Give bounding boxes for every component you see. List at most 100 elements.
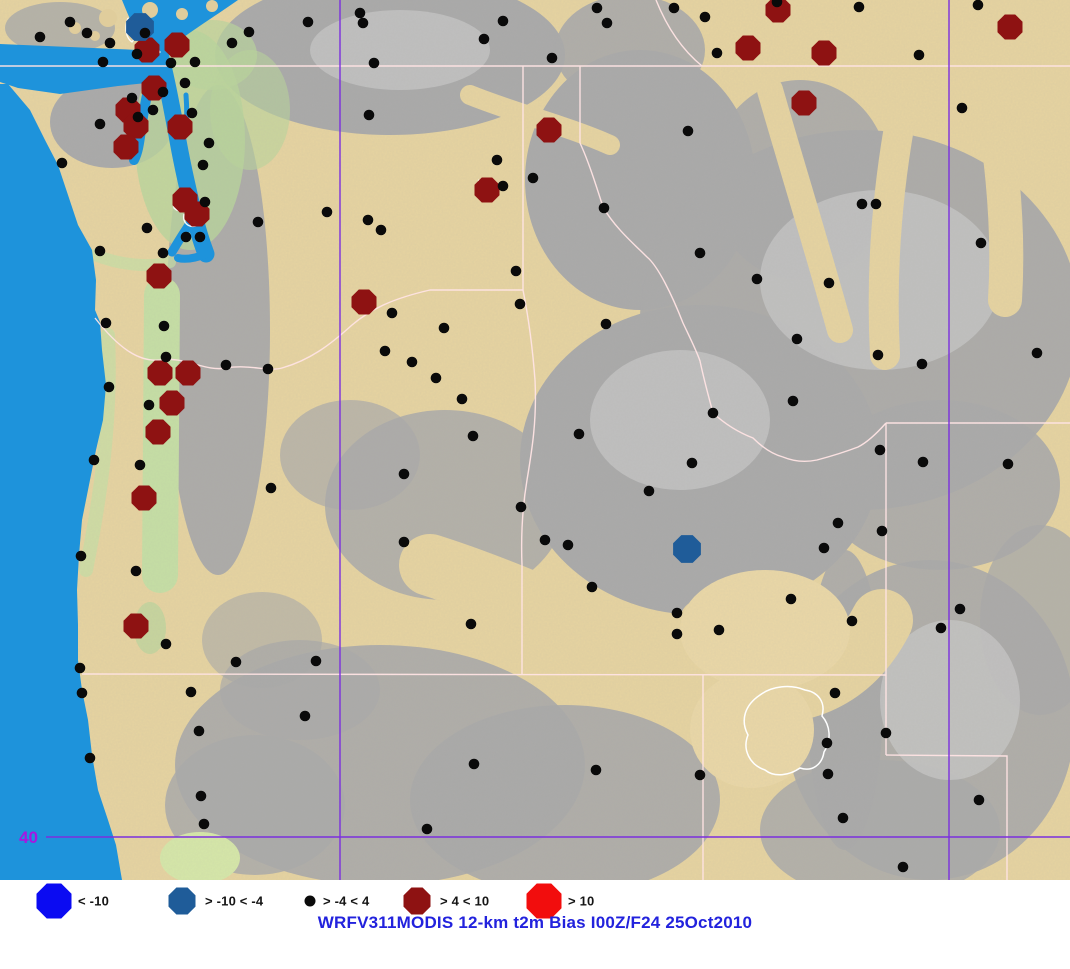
station-marker-bias-neg4-4: [874, 444, 886, 456]
station-marker-bias-4-10: [536, 117, 562, 143]
station-marker-bias-neg4-4: [856, 198, 868, 210]
station-marker-bias-neg4-4: [1031, 347, 1043, 359]
station-marker-bias-4-10: [175, 360, 201, 386]
station-marker-bias-neg4-4: [357, 17, 369, 29]
station-marker-bias-4-10: [184, 201, 210, 227]
station-marker-bias-neg4-4: [84, 752, 96, 764]
station-marker-bias-neg4-4: [514, 298, 526, 310]
station-marker-bias-neg4-4: [837, 812, 849, 824]
station-marker-bias-neg4-4: [913, 49, 925, 61]
station-marker-bias-4-10: [765, 0, 791, 23]
station-marker-bias-neg4-4: [160, 351, 172, 363]
station-marker-bias-neg4-4: [515, 501, 527, 513]
station-marker-bias-4-10: [474, 177, 500, 203]
station-marker-bias-neg4-4: [104, 37, 116, 49]
station-marker-bias-neg4-4: [467, 430, 479, 442]
legend-label: > 10: [568, 893, 595, 909]
station-marker-bias-neg4-4: [829, 687, 841, 699]
station-marker-bias-neg4-4: [491, 154, 503, 166]
station-marker-bias-neg4-4: [694, 769, 706, 781]
station-marker-bias-4-10: [164, 32, 190, 58]
station-marker-bias-neg4-4: [265, 482, 277, 494]
station-marker-bias-neg4-4: [88, 454, 100, 466]
station-marker-bias-neg4-4: [601, 17, 613, 29]
station-marker-bias-neg4-4: [220, 359, 232, 371]
station-marker-bias-neg4-4: [94, 245, 106, 257]
station-marker-bias-neg4-4: [302, 16, 314, 28]
station-marker-bias-neg4-4: [972, 0, 984, 11]
station-marker-bias-neg4-4: [158, 320, 170, 332]
station-marker-bias-neg4-4: [179, 77, 191, 89]
station-marker-bias-neg4-4: [973, 794, 985, 806]
station-marker-bias-neg4-4: [130, 565, 142, 577]
station-marker-bias-neg4-4: [160, 638, 172, 650]
station-marker-bias-neg4-4: [832, 517, 844, 529]
station-marker-bias-neg4-4: [230, 656, 242, 668]
station-marker-bias-neg4-4: [818, 542, 830, 554]
station-marker-bias-neg4-4: [671, 628, 683, 640]
station-marker-bias-neg4-4: [243, 26, 255, 38]
station-marker-bias-neg4-4: [81, 27, 93, 39]
station-marker-bias-neg4-4: [126, 92, 138, 104]
station-marker-bias-neg4-4: [590, 764, 602, 776]
station-marker-bias-neg4-4: [465, 618, 477, 630]
station-marker-bias-neg4-4: [497, 180, 509, 192]
station-marker-bias-neg4-4: [916, 358, 928, 370]
strait-juan-de-fuca: [0, 44, 160, 94]
station-marker-bias-neg4-4: [398, 468, 410, 480]
latitude-label-40: 40: [19, 828, 38, 847]
station-marker-bias-neg4-4: [363, 109, 375, 121]
station-marker-bias-neg4-4: [527, 172, 539, 184]
station-marker-bias-neg4-4: [694, 247, 706, 259]
station-marker-bias-neg4-4: [438, 322, 450, 334]
station-marker-bias-neg4-4: [791, 333, 803, 345]
legend-label: > -4 < 4: [323, 893, 370, 909]
station-marker-bias-neg4-4: [872, 349, 884, 361]
station-marker-bias-neg4-4: [195, 790, 207, 802]
station-marker-bias-neg4-4: [157, 247, 169, 259]
station-marker-bias-neg4-4: [147, 104, 159, 116]
station-marker-bias-neg4-4: [299, 710, 311, 722]
station-marker-bias-4-10: [735, 35, 761, 61]
station-marker-bias-neg4-4: [539, 534, 551, 546]
station-marker-bias-neg4-4: [386, 307, 398, 319]
station-marker-bias-neg4-4: [880, 727, 892, 739]
station-marker-bias-neg4-4: [975, 237, 987, 249]
station-marker-bias-neg4-4: [546, 52, 558, 64]
station-marker-bias-neg4-4: [56, 157, 68, 169]
legend-octagon-icon: [36, 883, 72, 919]
station-marker-bias-neg4-4: [157, 86, 169, 98]
station-marker-bias-neg4-4: [591, 2, 603, 14]
station-marker-bias-neg4-4: [897, 861, 909, 873]
station-marker-bias-neg4-4: [771, 0, 783, 8]
station-marker-bias-4-10: [131, 485, 157, 511]
station-marker-bias-4-10: [113, 134, 139, 160]
station-marker-bias-neg4-4: [368, 57, 380, 69]
station-marker-bias-neg4-4: [139, 27, 151, 39]
station-marker-bias-neg4-4: [165, 57, 177, 69]
station-marker-bias-neg4-4: [497, 15, 509, 27]
station-marker-bias-neg4-4: [398, 536, 410, 548]
station-marker-bias-neg4-4: [478, 33, 490, 45]
station-marker-bias-neg10-neg4: [673, 535, 701, 563]
great-salt-lake-outline: [743, 685, 830, 776]
station-marker-bias-neg4-4: [713, 624, 725, 636]
station-marker-bias-neg4-4: [935, 622, 947, 634]
station-marker-bias-neg4-4: [203, 137, 215, 149]
station-marker-bias-neg4-4: [853, 1, 865, 13]
station-marker-bias-neg4-4: [600, 318, 612, 330]
station-marker-bias-neg4-4: [76, 687, 88, 699]
station-marker-bias-neg4-4: [310, 655, 322, 667]
legend-octagon-icon: [168, 887, 196, 915]
station-marker-bias-neg4-4: [573, 428, 585, 440]
station-marker-bias-neg4-4: [354, 7, 366, 19]
legend-octagon-icon: [526, 883, 562, 919]
station-marker-bias-neg4-4: [180, 231, 192, 243]
station-marker-bias-4-10: [145, 419, 171, 445]
station-marker-bias-neg4-4: [134, 459, 146, 471]
station-marker-bias-neg4-4: [822, 768, 834, 780]
station-marker-bias-neg4-4: [143, 399, 155, 411]
legend-dot-icon: [304, 895, 316, 907]
station-marker-bias-4-10: [351, 289, 377, 315]
